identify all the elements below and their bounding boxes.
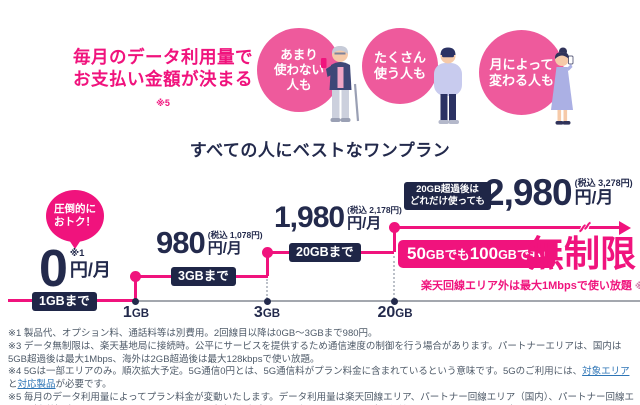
- persona-text: 使う人も: [373, 66, 426, 81]
- range-box-20gb: 20GBまで: [289, 243, 361, 262]
- subnote-footnote-marker: ※3: [635, 281, 640, 291]
- price-amount: 2,980: [484, 172, 573, 213]
- line-break-icon: [576, 214, 594, 241]
- price-tier-2980yen: 2,980 (税込 3,278円) 円/月: [484, 172, 633, 213]
- axis-tick-20gb: 20GB: [377, 304, 413, 321]
- price-unit: 円/月: [207, 239, 242, 257]
- x-axis-baseline: [135, 300, 640, 302]
- persona-text: あまり: [280, 47, 318, 62]
- unlimited-subnote: 楽天回線エリア外は最大1Mbpsで使い放題 ※3: [421, 277, 640, 293]
- over-20gb-line2: どれだけ使っても: [410, 196, 486, 207]
- over-20gb-label: 20GB超過後は どれだけ使っても: [404, 182, 492, 210]
- target-area-link[interactable]: 対象エリア: [582, 366, 630, 378]
- persona-illustration-young-man: [430, 46, 466, 131]
- step-dot-1gb: [130, 271, 141, 282]
- young-man-icon: [434, 47, 462, 124]
- footnote-1: ※1 製品代、オプション料、通話料等は別費用。2回線目以降は0GB〜3GBまで9…: [8, 328, 378, 339]
- price-amount: 0: [39, 240, 68, 298]
- axis-tick-3gb: 3GB: [253, 304, 281, 321]
- elderly-man-icon: [321, 46, 360, 122]
- page-title: 毎月のデータ利用量で お支払い金額が決まる※5: [72, 46, 254, 114]
- footnote-5: ※5 毎月のデータ利用量によってプラン料金が変動いたします。データ利用量は楽天回…: [8, 391, 634, 405]
- price-unit: 円/月: [69, 259, 111, 280]
- step-line-rise-3gb: [266, 252, 269, 276]
- persona-illustration-woman: [543, 47, 581, 132]
- price-tier-1980yen: 1,980 (税込 2,178円) 円/月: [274, 201, 402, 234]
- page-title-line2: お支払い金額が決まる※5: [73, 69, 253, 108]
- woman-icon: [551, 47, 574, 125]
- range-box-3gb: 3GBまで: [171, 267, 236, 286]
- value-badge-line2: おトク！: [54, 216, 96, 228]
- axis-dot-20gb: [391, 298, 398, 305]
- guide-dotted-20gb: [393, 256, 395, 299]
- page-title-line1: 毎月のデータ利用量で: [73, 47, 253, 67]
- price-unit: 円/月: [347, 214, 382, 232]
- persona-illustration-elderly-man: [318, 44, 364, 129]
- step-line-rise-20gb: [393, 228, 396, 252]
- persona-text: 変わる人も: [488, 72, 554, 88]
- axis-dot-1gb: [132, 298, 139, 305]
- persona-text: 人も: [286, 77, 312, 92]
- price-tax-included: (税込 2,178円): [347, 205, 402, 215]
- step-dot-3gb: [262, 247, 273, 258]
- footnotes: ※1 製品代、オプション料、通話料等は別費用。2回線目以降は0GB〜3GBまで9…: [8, 328, 638, 405]
- unlimited-capacity-box: 50 GBでも 100 GBでも!: [398, 240, 555, 268]
- axis-dot-3gb: [264, 298, 271, 305]
- unlimited-headline: 無制限: [528, 233, 637, 274]
- footnote-4: ※4 5Gは一部エリアのみ。順次拡大予定。5G通信0円とは、5G通信料がプラン料…: [8, 366, 630, 391]
- persona-circle-heavy-user: たくさん 使う人も: [362, 28, 438, 104]
- step-line-rise-1gb: [134, 276, 137, 301]
- footnote-3: ※3 データ無制限は、楽天基地局に接続時。公平にサービスを提供するため通信速度の…: [8, 340, 622, 365]
- section-heading: すべての人にベストなワンプラン: [189, 141, 451, 160]
- price-tax-included: (税込 1,078円): [207, 230, 263, 240]
- axis-tick-1gb: 1GB: [122, 304, 150, 321]
- arrowhead-icon: [619, 221, 631, 235]
- price-footnote-marker: ※1: [69, 248, 85, 259]
- persona-text: たくさん: [373, 50, 426, 65]
- price-amount: 1,980: [274, 201, 345, 234]
- value-badge: 圧倒的に おトク！: [46, 190, 104, 242]
- persona-text: 使わない: [273, 62, 324, 77]
- persona-circle-variable-user: 月によって 変わる人も: [479, 30, 564, 115]
- price-unit: 円/月: [574, 188, 614, 208]
- guide-dotted-3gb: [266, 279, 268, 299]
- step-line-level-2980yen-arrow: [394, 226, 620, 229]
- price-tax-included: (税込 3,278円): [574, 178, 633, 188]
- price-amount: 980: [156, 225, 206, 260]
- step-dot-20gb: [389, 222, 400, 233]
- range-box-1gb: 1GBまで: [32, 292, 97, 311]
- persona-text: 月によって: [489, 56, 554, 72]
- over-20gb-line1: 20GB超過後は: [416, 184, 479, 195]
- price-tier-980yen: 980 (税込 1,078円) 円/月: [156, 225, 263, 260]
- price-tier-0yen: 0 ※1 円/月: [39, 240, 111, 298]
- title-footnote-marker: ※5: [156, 98, 170, 108]
- value-badge-line1: 圧倒的に: [54, 203, 96, 215]
- supported-products-link[interactable]: 対応製品: [17, 379, 56, 391]
